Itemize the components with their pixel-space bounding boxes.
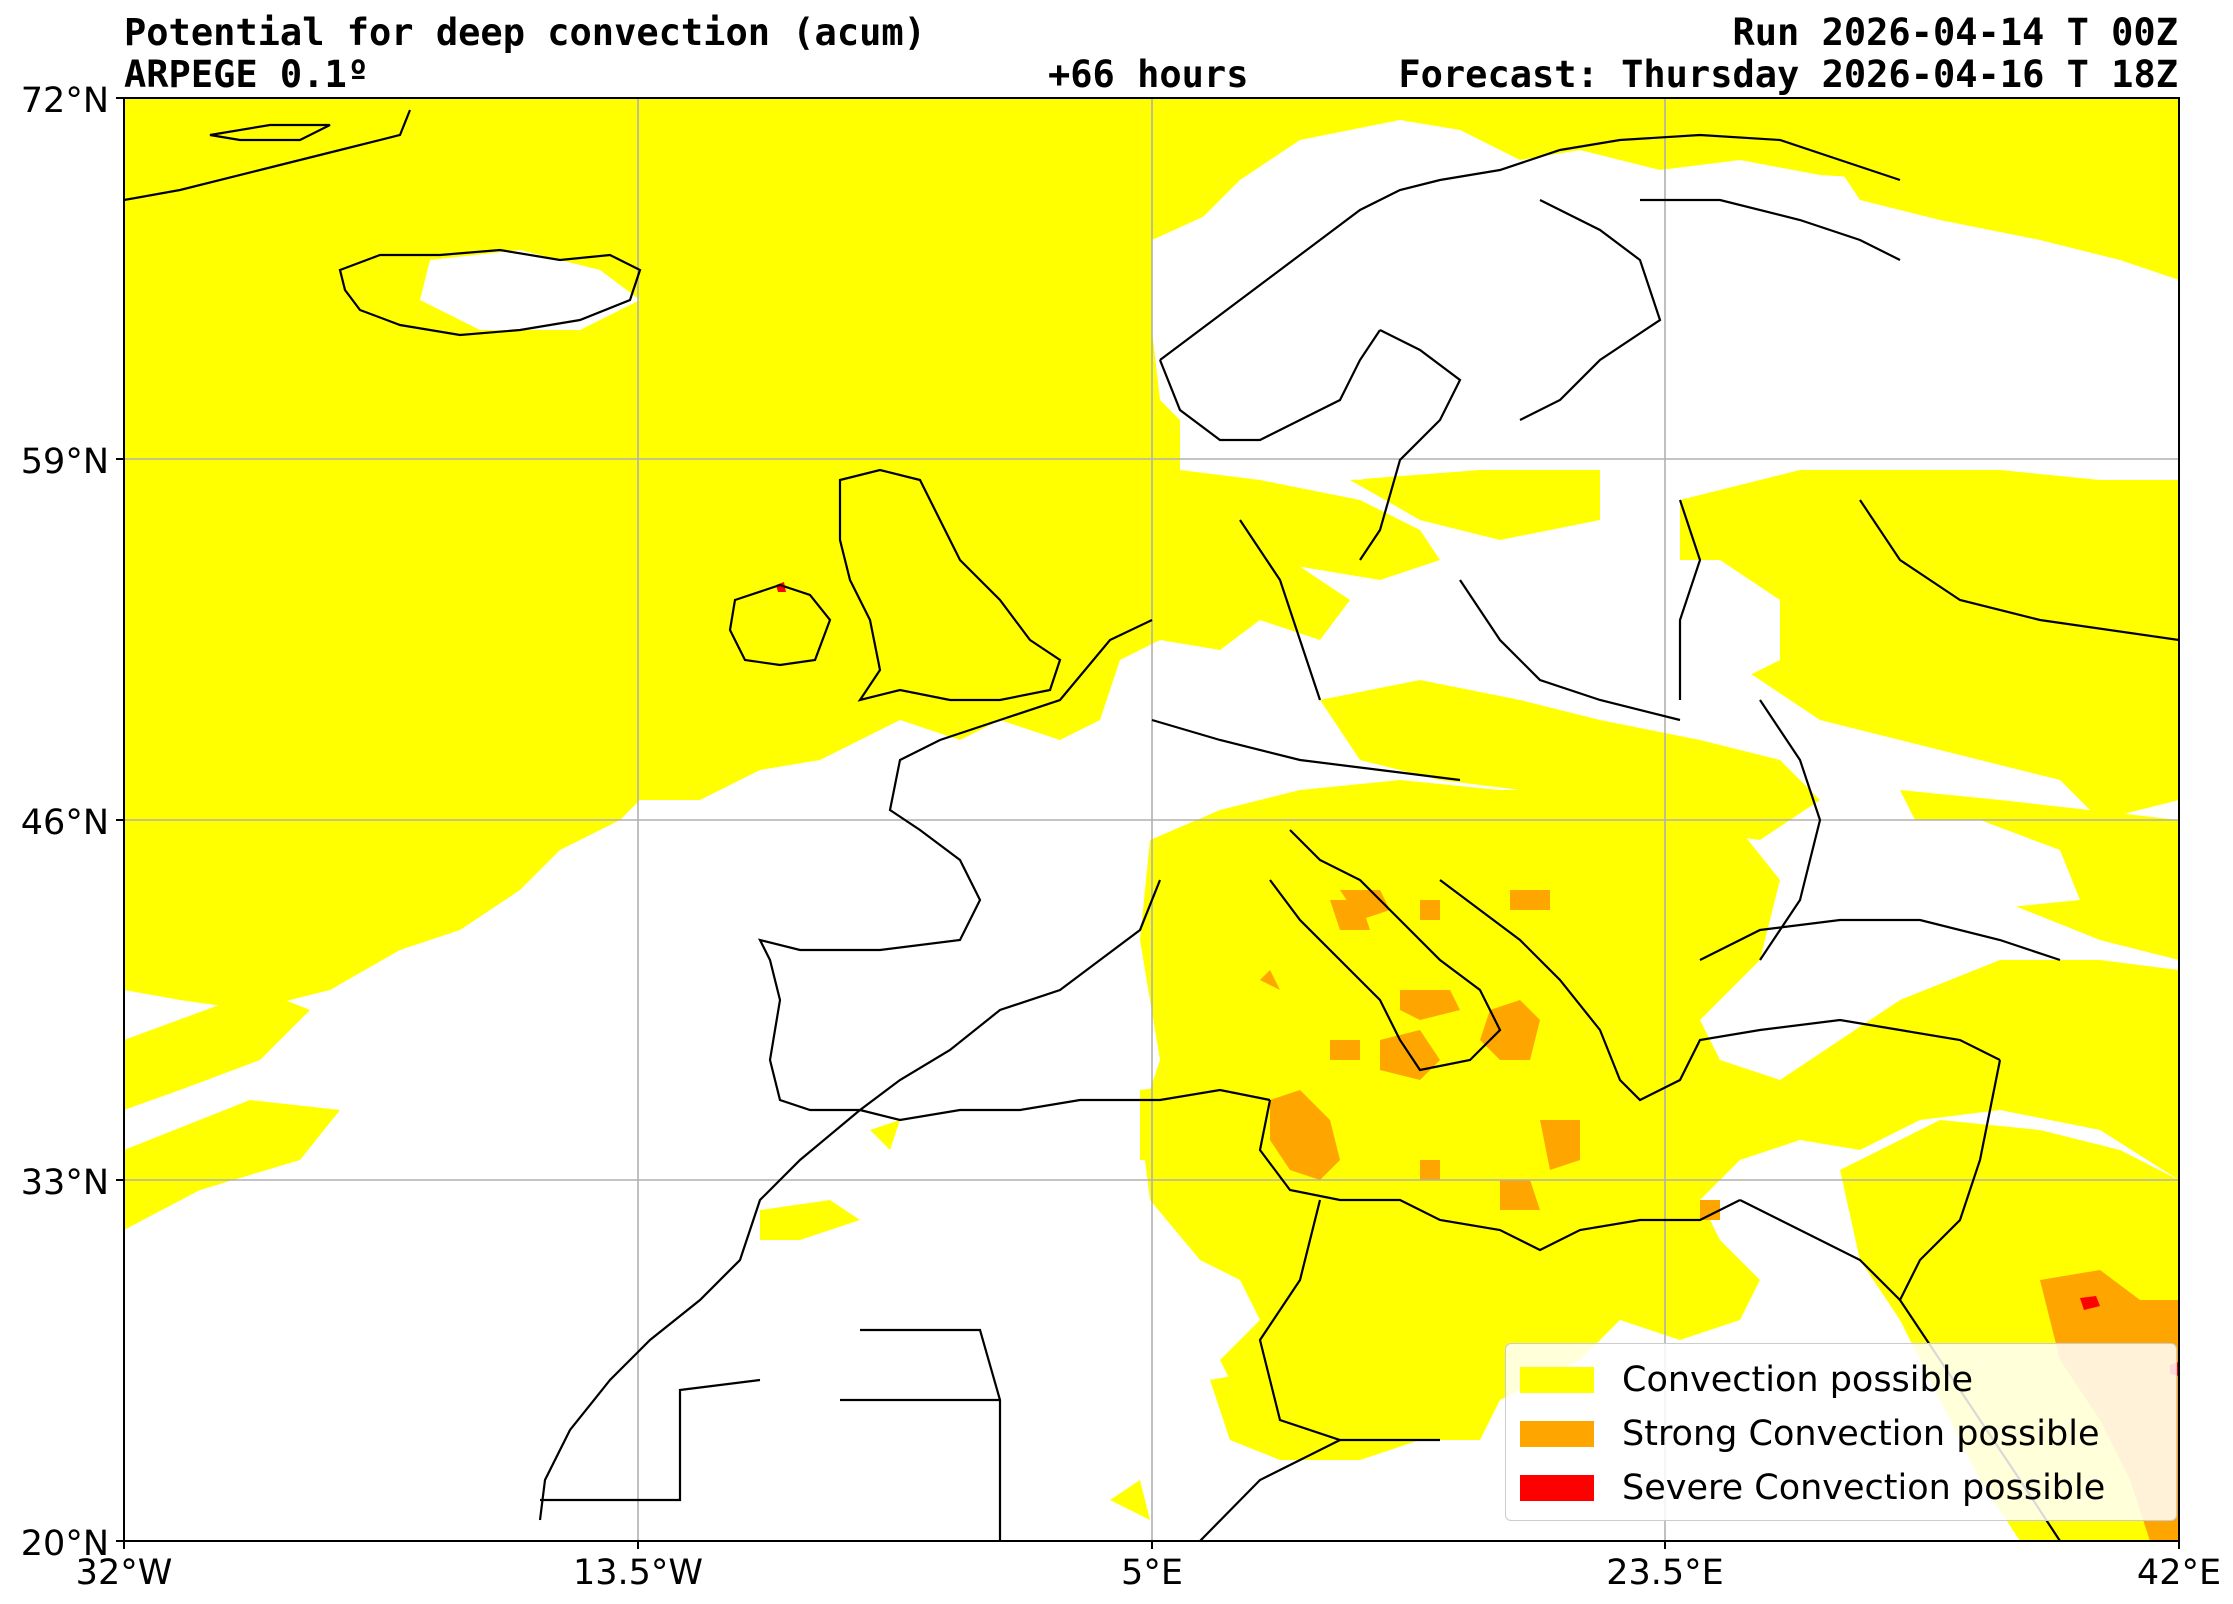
forecast-time: Forecast: Thursday 2026-04-16 T 18Z <box>1398 53 2178 96</box>
lon-label-13-5w: 13.5°W <box>572 1553 704 1593</box>
lat-label-59n: 59°N <box>20 442 109 482</box>
legend: Convection possible Strong Convection po… <box>1505 1343 2177 1521</box>
legend-item-severe: Severe Convection possible <box>1520 1468 2105 1508</box>
lon-label-5e: 5°E <box>1121 1553 1183 1593</box>
map-title: Potential for deep convection (acum) <box>124 11 926 54</box>
legend-swatch-red <box>1520 1475 1594 1501</box>
lead-time: +66 hours <box>1048 53 1249 96</box>
lat-label-72n: 72°N <box>20 81 109 121</box>
legend-swatch-orange <box>1520 1421 1594 1447</box>
legend-item-strong: Strong Convection possible <box>1520 1414 2100 1454</box>
legend-label: Severe Convection possible <box>1622 1468 2106 1508</box>
no-convection-areas <box>420 170 2080 910</box>
lat-label-20n: 20°N <box>20 1524 109 1564</box>
graticule <box>124 98 2179 1541</box>
legend-label: Strong Convection possible <box>1622 1414 2100 1454</box>
run-time: Run 2026-04-14 T 00Z <box>1732 11 2178 54</box>
legend-item-convection: Convection possible <box>1520 1360 1973 1400</box>
lon-label-23-5e: 23.5°E <box>1606 1553 1724 1593</box>
lon-label-32w: 32°W <box>75 1553 173 1593</box>
legend-swatch-yellow <box>1520 1367 1594 1393</box>
lat-label-46n: 46°N <box>20 803 109 843</box>
legend-label: Convection possible <box>1622 1360 1973 1400</box>
coastlines <box>124 109 2179 1541</box>
convection-possible-areas <box>124 98 2179 1541</box>
model-name: ARPEGE 0.1º <box>124 53 370 96</box>
lon-label-42e: 42°E <box>2136 1553 2222 1593</box>
lat-label-33n: 33°N <box>20 1163 109 1203</box>
